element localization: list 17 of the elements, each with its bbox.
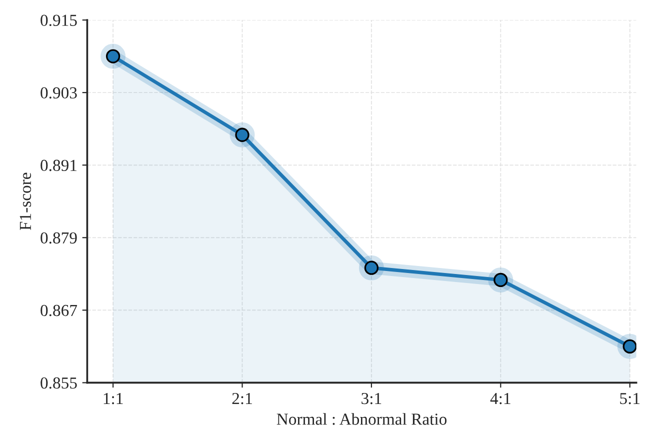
y-tick-label: 0.915 xyxy=(40,14,77,26)
point xyxy=(488,267,514,292)
point xyxy=(100,44,126,69)
x-tick-label: 4:1 xyxy=(490,392,510,404)
x-axis-title: Normal : Abnormal Ratio xyxy=(276,413,447,425)
y-tick-label: 0.903 xyxy=(40,87,77,99)
x-tick-label: 1:1 xyxy=(104,392,123,404)
point xyxy=(358,255,384,280)
x-tick-label: 5:1 xyxy=(620,392,640,404)
y-tick-label: 0.855 xyxy=(40,377,77,389)
point xyxy=(230,122,255,148)
y-tick-label: 0.867 xyxy=(40,304,78,316)
y-tick-label: 0.879 xyxy=(40,232,77,244)
x-tick-label: 3:1 xyxy=(362,392,382,404)
y-axis-title: F1-score xyxy=(20,172,32,230)
x-tick-label: 2:1 xyxy=(232,392,252,404)
y-tick-label: 0.891 xyxy=(40,160,76,172)
